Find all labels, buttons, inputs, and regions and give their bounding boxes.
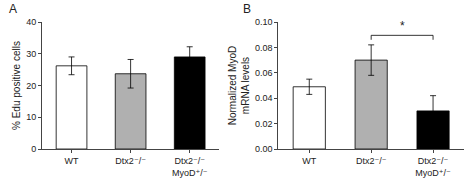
svg-text:Dtx2⁻/⁻MyoD⁺/⁻: Dtx2⁻/⁻MyoD⁺/⁻ xyxy=(415,156,451,178)
svg-text:0.04: 0.04 xyxy=(255,93,273,103)
svg-text:10: 10 xyxy=(26,112,36,122)
svg-text:A: A xyxy=(9,2,17,16)
svg-text:% Edu positive cells: % Edu positive cells xyxy=(11,41,22,130)
svg-text:Dtx2⁻/⁻MyoD⁺/⁻: Dtx2⁻/⁻MyoD⁺/⁻ xyxy=(172,156,208,178)
svg-text:Dtx2⁻/⁻: Dtx2⁻/⁻ xyxy=(115,156,146,166)
svg-text:0.00: 0.00 xyxy=(255,144,273,154)
svg-text:0.06: 0.06 xyxy=(255,68,273,78)
svg-text:20: 20 xyxy=(26,81,36,91)
svg-text:0: 0 xyxy=(31,144,36,154)
svg-text:Normalized MyoDmRNA levels: Normalized MyoDmRNA levels xyxy=(227,46,251,125)
svg-text:0.10: 0.10 xyxy=(255,17,273,27)
svg-text:0.02: 0.02 xyxy=(255,119,273,129)
svg-text:Dtx2⁻/⁻: Dtx2⁻/⁻ xyxy=(356,156,387,166)
svg-text:40: 40 xyxy=(26,17,36,27)
svg-text:WT: WT xyxy=(302,156,316,166)
svg-text:30: 30 xyxy=(26,49,36,59)
svg-text:*: * xyxy=(400,19,405,33)
svg-text:0.08: 0.08 xyxy=(255,43,273,53)
svg-text:WT: WT xyxy=(65,156,79,166)
svg-text:B: B xyxy=(243,2,251,16)
